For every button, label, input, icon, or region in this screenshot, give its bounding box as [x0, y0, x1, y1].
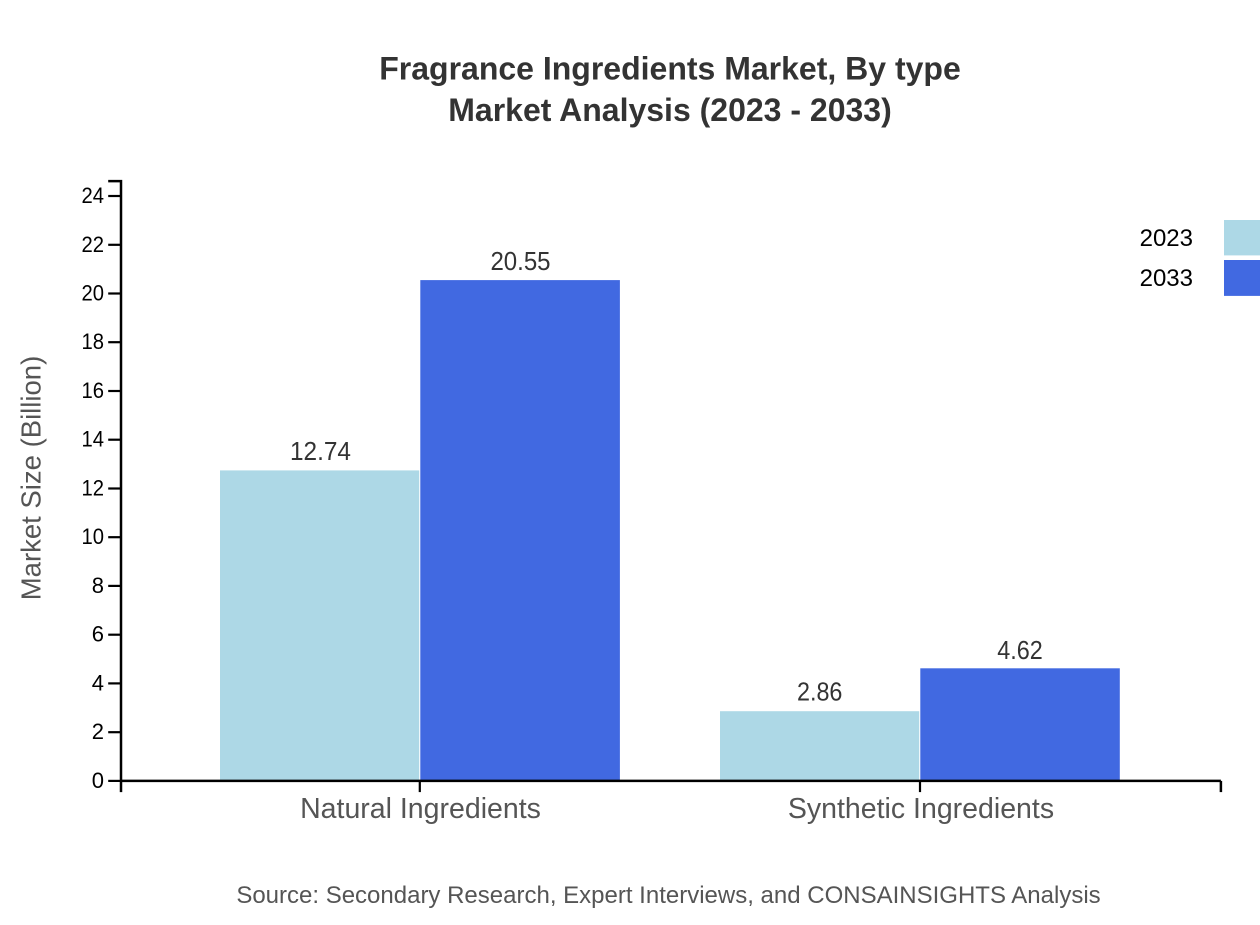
svg-text:Market Size (Billion): Market Size (Billion)	[16, 356, 47, 601]
svg-text:0: 0	[92, 768, 104, 793]
svg-text:18: 18	[82, 329, 105, 354]
svg-text:4: 4	[92, 670, 104, 695]
svg-text:20: 20	[82, 281, 105, 306]
svg-text:2: 2	[92, 719, 104, 744]
svg-text:12.74: 12.74	[290, 436, 351, 466]
svg-text:Natural Ingredients: Natural Ingredients	[300, 793, 541, 825]
svg-text:4.62: 4.62	[997, 635, 1043, 665]
svg-text:Fragrance Ingredients Market,: Fragrance Ingredients Market, By type	[379, 51, 961, 87]
svg-text:12: 12	[82, 476, 105, 501]
svg-text:8: 8	[92, 573, 104, 598]
svg-text:20.55: 20.55	[490, 246, 550, 276]
svg-text:Source: Secondary Research, Ex: Source: Secondary Research, Expert Inter…	[236, 882, 1100, 909]
svg-text:2033: 2033	[1140, 265, 1193, 292]
svg-text:2023: 2023	[1140, 225, 1193, 252]
svg-text:16: 16	[82, 378, 105, 403]
svg-text:14: 14	[82, 427, 105, 452]
svg-text:22: 22	[82, 232, 105, 257]
svg-text:6: 6	[92, 622, 104, 647]
svg-text:24: 24	[82, 183, 105, 208]
svg-text:Synthetic Ingredients: Synthetic Ingredients	[788, 793, 1054, 825]
svg-text:2.86: 2.86	[797, 677, 842, 707]
svg-text:Market Analysis (2023 - 2033): Market Analysis (2023 - 2033)	[448, 92, 892, 128]
svg-text:10: 10	[82, 524, 105, 549]
